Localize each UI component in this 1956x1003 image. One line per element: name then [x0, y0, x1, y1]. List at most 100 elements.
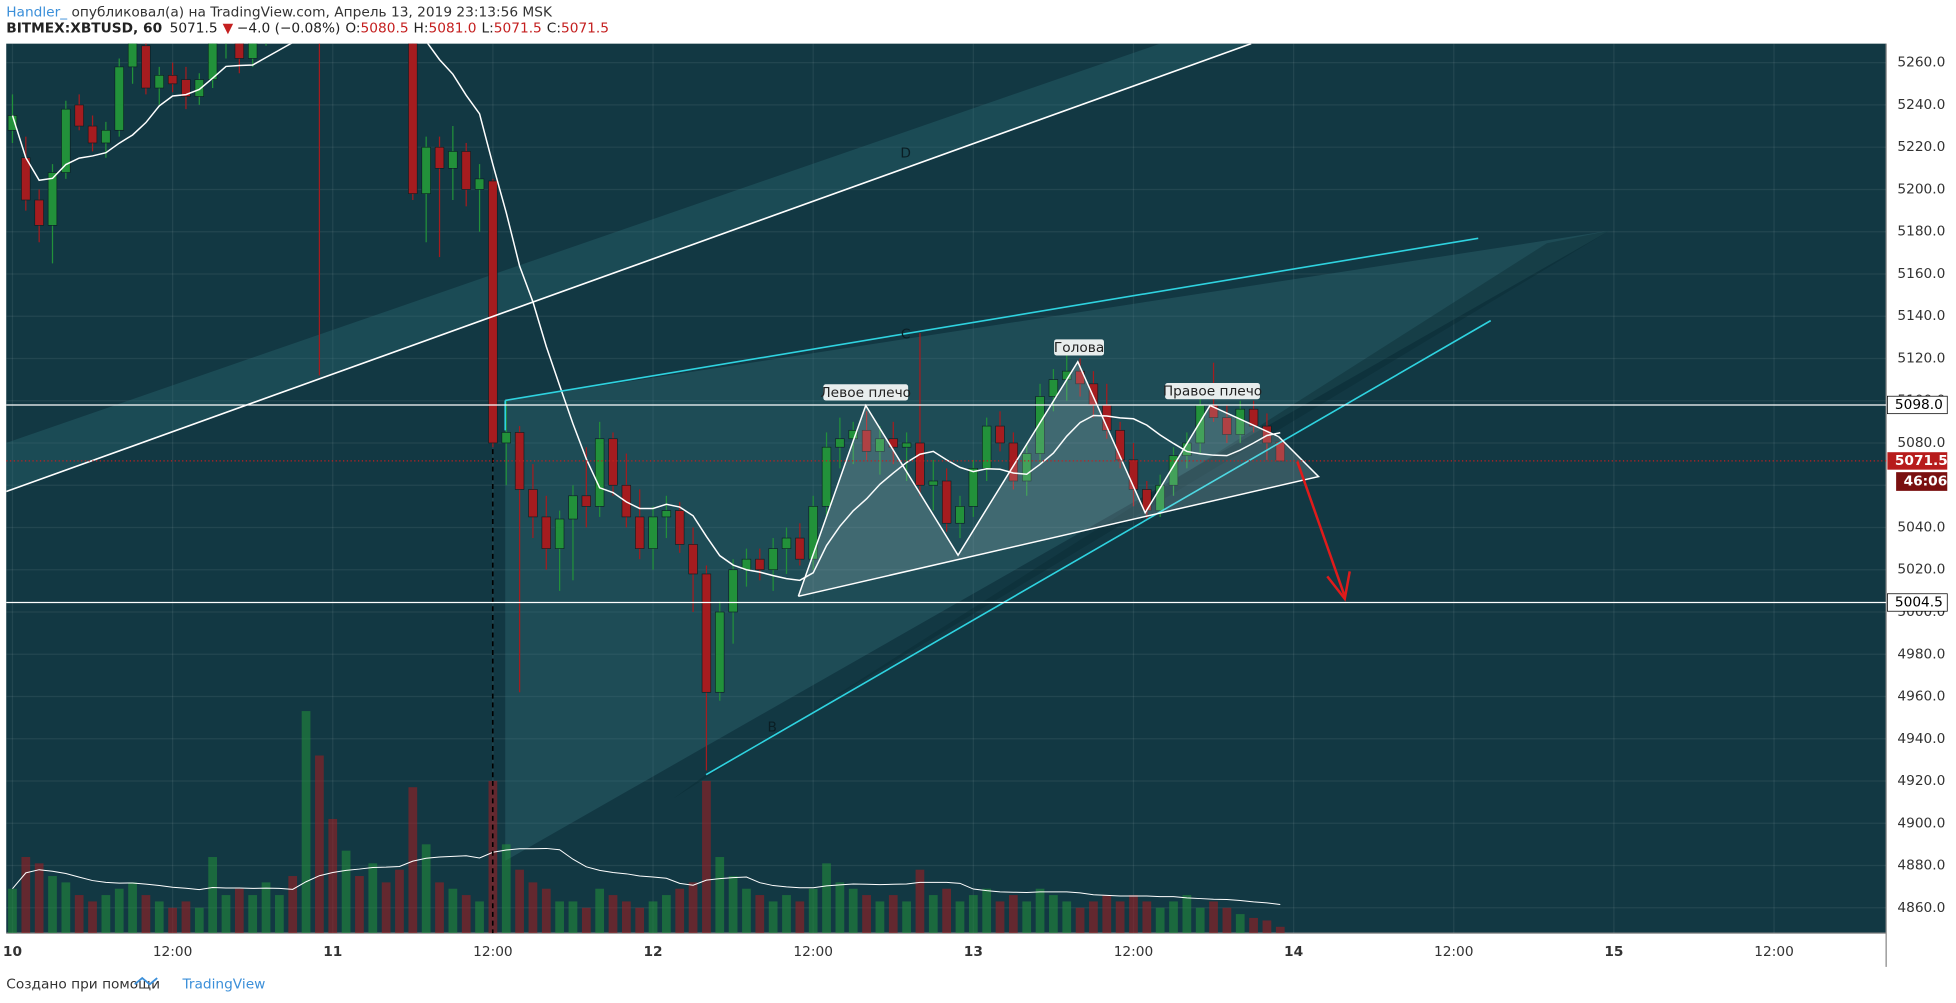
volume-bar [1155, 907, 1165, 934]
volume-bar [955, 901, 965, 934]
volume-bar [448, 888, 458, 934]
candle-body [861, 429, 872, 452]
candle-body [194, 79, 204, 97]
candle-body [941, 480, 952, 524]
published: опубликовал(а) на TradingView.com, Апрел… [67, 4, 553, 20]
volume-bar [1182, 895, 1192, 934]
x-tick-label: 12:00 [153, 944, 193, 960]
volume-bar [61, 882, 71, 934]
volume-bar [728, 876, 738, 934]
author[interactable]: Handler_ [6, 4, 67, 20]
symbol-line: BITMEX:XBTUSD, 60 5071.5 ▼ −4.0 (−0.08%) O:5… [6, 21, 609, 37]
volume-bar [1222, 907, 1232, 934]
ohlc-value: 5080.5 [361, 21, 409, 37]
candle-body [1222, 417, 1232, 435]
candle-body [154, 75, 164, 89]
candle-body [408, 43, 418, 194]
countdown: 46:06 [1904, 474, 1948, 490]
volume-bar [515, 869, 524, 934]
x-tick-label: 14 [1284, 944, 1303, 960]
candle-body [101, 129, 111, 144]
volume-bar [982, 888, 992, 934]
candle-body [127, 43, 138, 68]
volume-bar [381, 882, 391, 934]
candle-body [768, 548, 778, 571]
volume-bar [301, 711, 311, 934]
ohlc-key: L: [482, 21, 494, 37]
candle-body [1022, 453, 1032, 482]
candle-body [608, 438, 618, 486]
footer-brand[interactable]: TradingView [181, 976, 265, 992]
volume-bar [715, 857, 725, 934]
volume-bar [702, 780, 711, 934]
volume-bar [488, 780, 498, 934]
volume-bar [74, 895, 84, 934]
candle-body [715, 611, 725, 693]
candle-body [141, 45, 151, 89]
ohlc-value: 5071.5 [561, 21, 609, 37]
symbol: BITMEX:XBTUSD, 60 [6, 21, 162, 37]
candle-body [675, 510, 685, 545]
candle-body [501, 432, 511, 444]
volume-bar [528, 882, 538, 934]
volume-bar [1169, 901, 1178, 934]
volume-bar [501, 844, 511, 934]
candle-body [981, 425, 992, 469]
volume-bar [1102, 895, 1112, 934]
candle-body [781, 537, 792, 549]
volume-bar [1195, 907, 1205, 934]
volume-bar [355, 876, 364, 934]
candle-body [901, 442, 912, 448]
price-tag [1887, 452, 1948, 470]
candle-body [74, 104, 84, 127]
candle-body [181, 79, 191, 97]
ohlc-key: C: [547, 21, 561, 37]
candle-body [554, 518, 565, 549]
candle-body [955, 506, 965, 524]
volume-bar [408, 787, 418, 934]
change: −4.0 (−0.08%) [237, 21, 340, 37]
candle-body [114, 66, 124, 131]
volume-bar [875, 901, 885, 934]
volume-bar [1249, 917, 1258, 934]
candle-body [87, 125, 98, 144]
point-label: C [901, 326, 911, 342]
volume-bar [848, 888, 858, 934]
drawings: D C B Левое плечо Голова Правое плечо [6, 43, 1492, 934]
volume-bar [942, 888, 952, 934]
volume-bar [581, 907, 591, 934]
label-box [823, 384, 909, 401]
candle-body [728, 569, 738, 613]
candle-body [568, 495, 578, 520]
moving-average [11, 43, 1281, 582]
candle-body [701, 573, 712, 693]
volume-bar [34, 863, 44, 934]
y-tick-label: 4980.0 [1897, 646, 1945, 662]
candle-body [755, 558, 765, 571]
volume-bar [1075, 907, 1085, 934]
x-tick-label: 12:00 [1434, 944, 1474, 960]
candle-body [434, 146, 445, 169]
volume-bar [128, 882, 137, 934]
candle-body [315, 0, 324, 4]
ohlc-value: 5071.5 [494, 21, 542, 37]
level-label: 5098.0 [1895, 397, 1943, 413]
x-tick-label: 12:00 [1754, 944, 1794, 960]
candle-body [808, 506, 818, 560]
volume-bar [995, 901, 1005, 934]
volume-bar [141, 895, 151, 934]
x-tick-label: 13 [964, 944, 983, 960]
y-tick-label: 5020.0 [1897, 562, 1945, 578]
candle-body [248, 43, 258, 59]
volume-bar [101, 895, 111, 934]
candle-body [448, 151, 458, 169]
last: 5071.5 [170, 21, 218, 37]
trend-line [6, 43, 1252, 493]
ohlc-value: 5081.0 [429, 21, 477, 37]
volume-bar [662, 895, 671, 934]
volume-bar [1008, 895, 1018, 934]
x-tick-label: 12:00 [1114, 944, 1154, 960]
volume-bar [181, 901, 191, 934]
channel-bottom [705, 319, 1492, 776]
